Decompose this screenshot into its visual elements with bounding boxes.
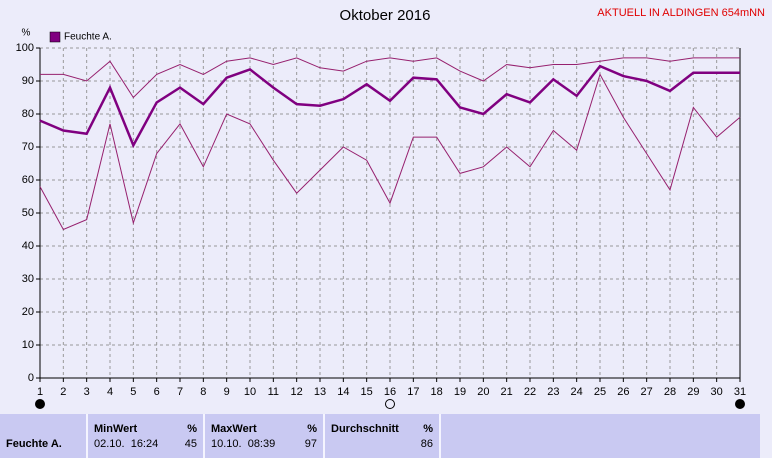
min-cell: MinWert % 02.10. 16:24 45 (88, 414, 205, 458)
x-tick-label: 28 (664, 386, 676, 398)
x-tick-label: 20 (477, 386, 489, 398)
y-tick-label: 100 (16, 42, 34, 54)
unit: % (187, 423, 197, 435)
header: Durchschnitt (331, 423, 399, 435)
y-tick-label: 40 (22, 240, 34, 252)
legend-label: Feuchte A. (64, 32, 112, 43)
x-tick-label: 25 (594, 386, 606, 398)
row-label: Feuchte A. (6, 438, 62, 450)
y-tick-label: 20 (22, 306, 34, 318)
legend-swatch (49, 31, 61, 43)
x-tick-label: 3 (84, 386, 90, 398)
chart-title: Oktober 2016 (340, 7, 431, 24)
x-tick-label: 17 (407, 386, 419, 398)
x-tick-label: 5 (130, 386, 136, 398)
x-tick-label: 27 (641, 386, 653, 398)
chart: Oktober 2016 AKTUELL IN ALDINGEN 654mNN … (16, 7, 765, 409)
x-tick-label: 16 (384, 386, 396, 398)
value: 45 (184, 438, 197, 450)
moon-icon (385, 399, 395, 409)
x-tick-label: 23 (547, 386, 559, 398)
y-unit: % (22, 28, 31, 39)
stats-table: Feuchte A. MinWert % 02.10. 16:24 45 Max… (0, 414, 760, 458)
x-tick-label: 8 (200, 386, 206, 398)
x-tick-label: 4 (107, 386, 113, 398)
series-line (40, 57, 740, 99)
moon-icon (35, 399, 45, 409)
x-tick-label: 15 (361, 386, 373, 398)
y-tick-label: 50 (22, 207, 34, 219)
x-tick-label: 19 (454, 386, 466, 398)
series-line (39, 73, 741, 231)
header: MinWert (94, 423, 138, 435)
x-tick-label: 10 (244, 386, 256, 398)
x-tick-label: 14 (337, 386, 349, 398)
x-tick-label: 31 (734, 386, 746, 398)
x-tick-label: 30 (711, 386, 723, 398)
y-tick-label: 60 (22, 174, 34, 186)
y-tick-label: 30 (22, 273, 34, 285)
header: MaxWert (211, 423, 257, 435)
x-tick-label: 13 (314, 386, 326, 398)
y-tick-label: 0 (28, 372, 34, 384)
avg-cell: Durchschnitt % 86 (325, 414, 441, 458)
value: 97 (304, 438, 317, 450)
x-tick-label: 21 (501, 386, 513, 398)
y-tick-label: 70 (22, 141, 34, 153)
x-tick-label: 26 (617, 386, 629, 398)
row-label-cell: Feuchte A. (0, 414, 88, 458)
unit: % (423, 423, 433, 435)
x-tick-label: 7 (177, 386, 183, 398)
x-tick-label: 9 (224, 386, 230, 398)
moon-icon (735, 399, 745, 409)
x-tick-label: 1 (37, 386, 43, 398)
x-tick-label: 12 (291, 386, 303, 398)
value: 86 (420, 438, 433, 450)
annotation: AKTUELL IN ALDINGEN 654mNN (597, 7, 765, 19)
time: 02.10. 16:24 (94, 438, 159, 450)
x-tick-label: 6 (154, 386, 160, 398)
time: 10.10. 08:39 (211, 438, 276, 450)
y-tick-label: 80 (22, 108, 34, 120)
x-tick-label: 11 (268, 386, 279, 398)
unit: % (307, 423, 317, 435)
max-cell: MaxWert % 10.10. 08:39 97 (205, 414, 325, 458)
x-tick-label: 29 (687, 386, 699, 398)
x-tick-label: 2 (60, 386, 66, 398)
x-tick-label: 18 (431, 386, 443, 398)
x-tick-label: 22 (524, 386, 536, 398)
x-tick-label: 24 (571, 386, 583, 398)
y-tick-label: 90 (22, 75, 34, 87)
y-tick-label: 10 (22, 339, 34, 351)
series-line (39, 64, 740, 149)
